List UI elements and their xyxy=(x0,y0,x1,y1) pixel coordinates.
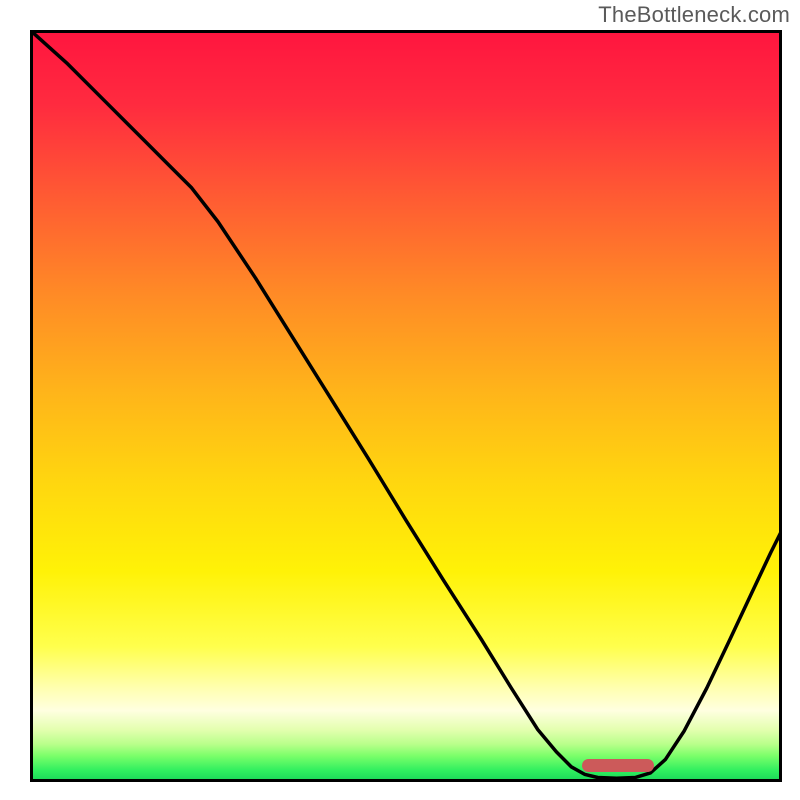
chart-background-gradient xyxy=(30,30,782,782)
chart-plot-area xyxy=(30,30,782,782)
chart-bottom-marker xyxy=(582,759,653,773)
watermark-text: TheBottleneck.com xyxy=(598,2,790,28)
